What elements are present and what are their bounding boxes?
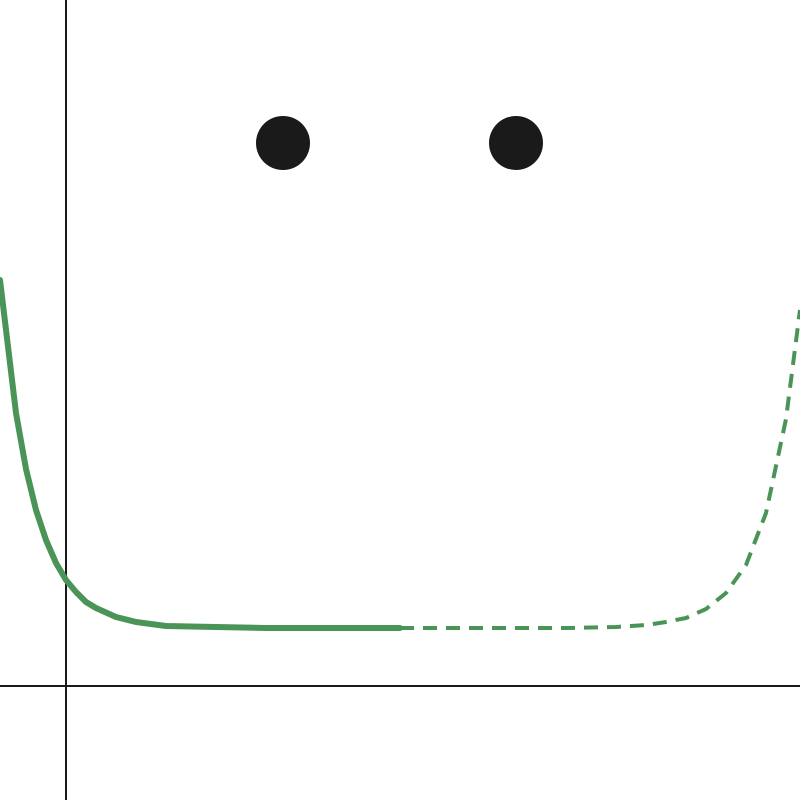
point	[256, 116, 310, 170]
point	[489, 116, 543, 170]
curve	[0, 277, 403, 631]
dashed-curve	[400, 309, 800, 630]
